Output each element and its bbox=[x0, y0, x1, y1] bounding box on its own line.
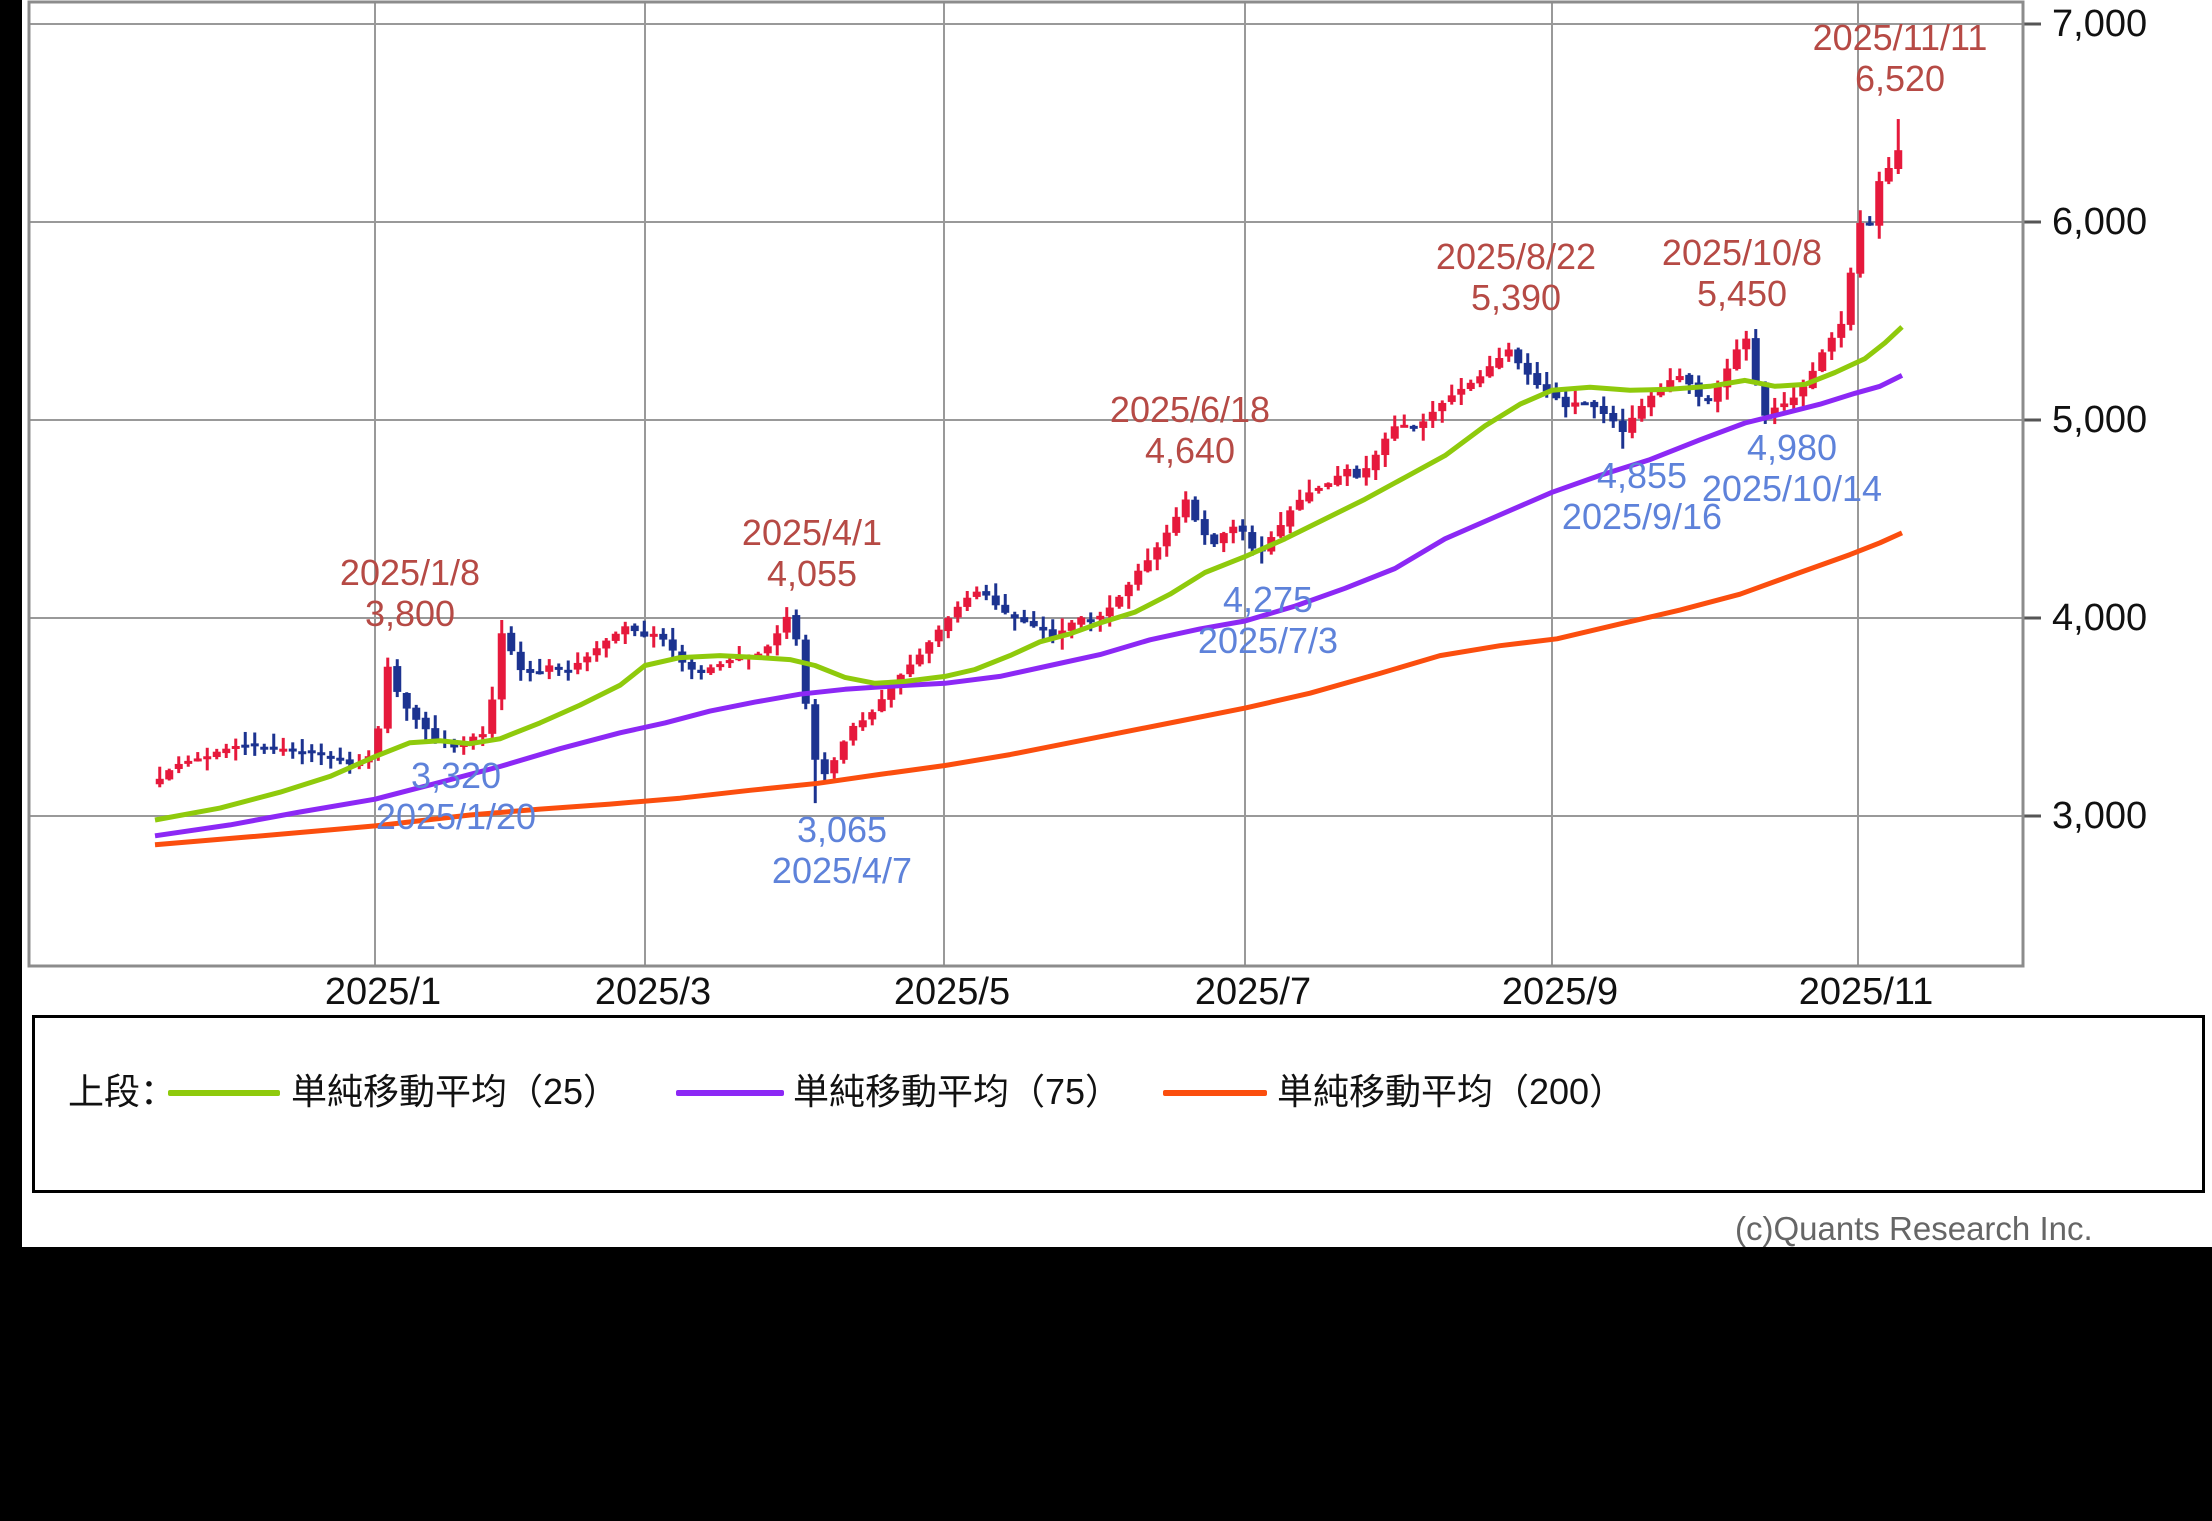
trough-annotation: 4,980 2025/10/14 bbox=[1701, 427, 1883, 509]
peak-annotation: 2025/4/1 4,055 bbox=[741, 512, 883, 594]
x-axis-label: 2025/9 bbox=[1501, 971, 1619, 1013]
left-black-bar bbox=[0, 0, 22, 1521]
y-axis-label: 6,000 bbox=[2052, 201, 2148, 243]
sma200-line-sample bbox=[1163, 1090, 1267, 1096]
peak-annotation: 2025/8/22 5,390 bbox=[1435, 236, 1597, 318]
legend-item-sma25: 単純移動平均（25） bbox=[291, 1071, 620, 1112]
trough-annotation: 3,320 2025/1/20 bbox=[375, 755, 537, 837]
x-axis-label: 2025/3 bbox=[594, 971, 712, 1013]
y-axis-label: 7,000 bbox=[2052, 3, 2148, 45]
peak-annotation: 2025/10/8 5,450 bbox=[1661, 232, 1823, 314]
x-axis-label: 2025/11 bbox=[1798, 971, 1934, 1013]
sma25-line-sample bbox=[168, 1090, 280, 1096]
peak-annotation: 2025/1/8 3,800 bbox=[339, 552, 481, 634]
copyright-text: (c)Quants Research Inc. bbox=[1735, 1210, 2093, 1247]
bottom-black-bar bbox=[0, 1247, 2212, 1521]
y-axis-label: 5,000 bbox=[2052, 399, 2148, 441]
legend-box: 上段： 単純移動平均（25） 単純移動平均（75） 単純移動平均（200） bbox=[32, 1015, 2205, 1193]
trough-annotation: 4,275 2025/7/3 bbox=[1197, 579, 1339, 661]
peak-annotation: 2025/6/18 4,640 bbox=[1109, 389, 1271, 471]
legend-item-sma75: 単純移動平均（75） bbox=[793, 1071, 1122, 1112]
legend-prefix: 上段： bbox=[68, 1071, 177, 1112]
peak-annotation: 2025/11/11 6,520 bbox=[1812, 17, 1988, 99]
legend-item-sma200: 単純移動平均（200） bbox=[1277, 1071, 1626, 1112]
x-axis-label: 2025/1 bbox=[324, 971, 442, 1013]
trough-annotation: 4,855 2025/9/16 bbox=[1561, 455, 1723, 537]
y-axis-label: 3,000 bbox=[2052, 795, 2148, 837]
sma75-line-sample bbox=[676, 1090, 784, 1096]
trough-annotation: 3,065 2025/4/7 bbox=[771, 809, 913, 891]
y-axis-label: 4,000 bbox=[2052, 597, 2148, 639]
x-axis-label: 2025/7 bbox=[1194, 971, 1312, 1013]
x-axis-label: 2025/5 bbox=[893, 971, 1011, 1013]
